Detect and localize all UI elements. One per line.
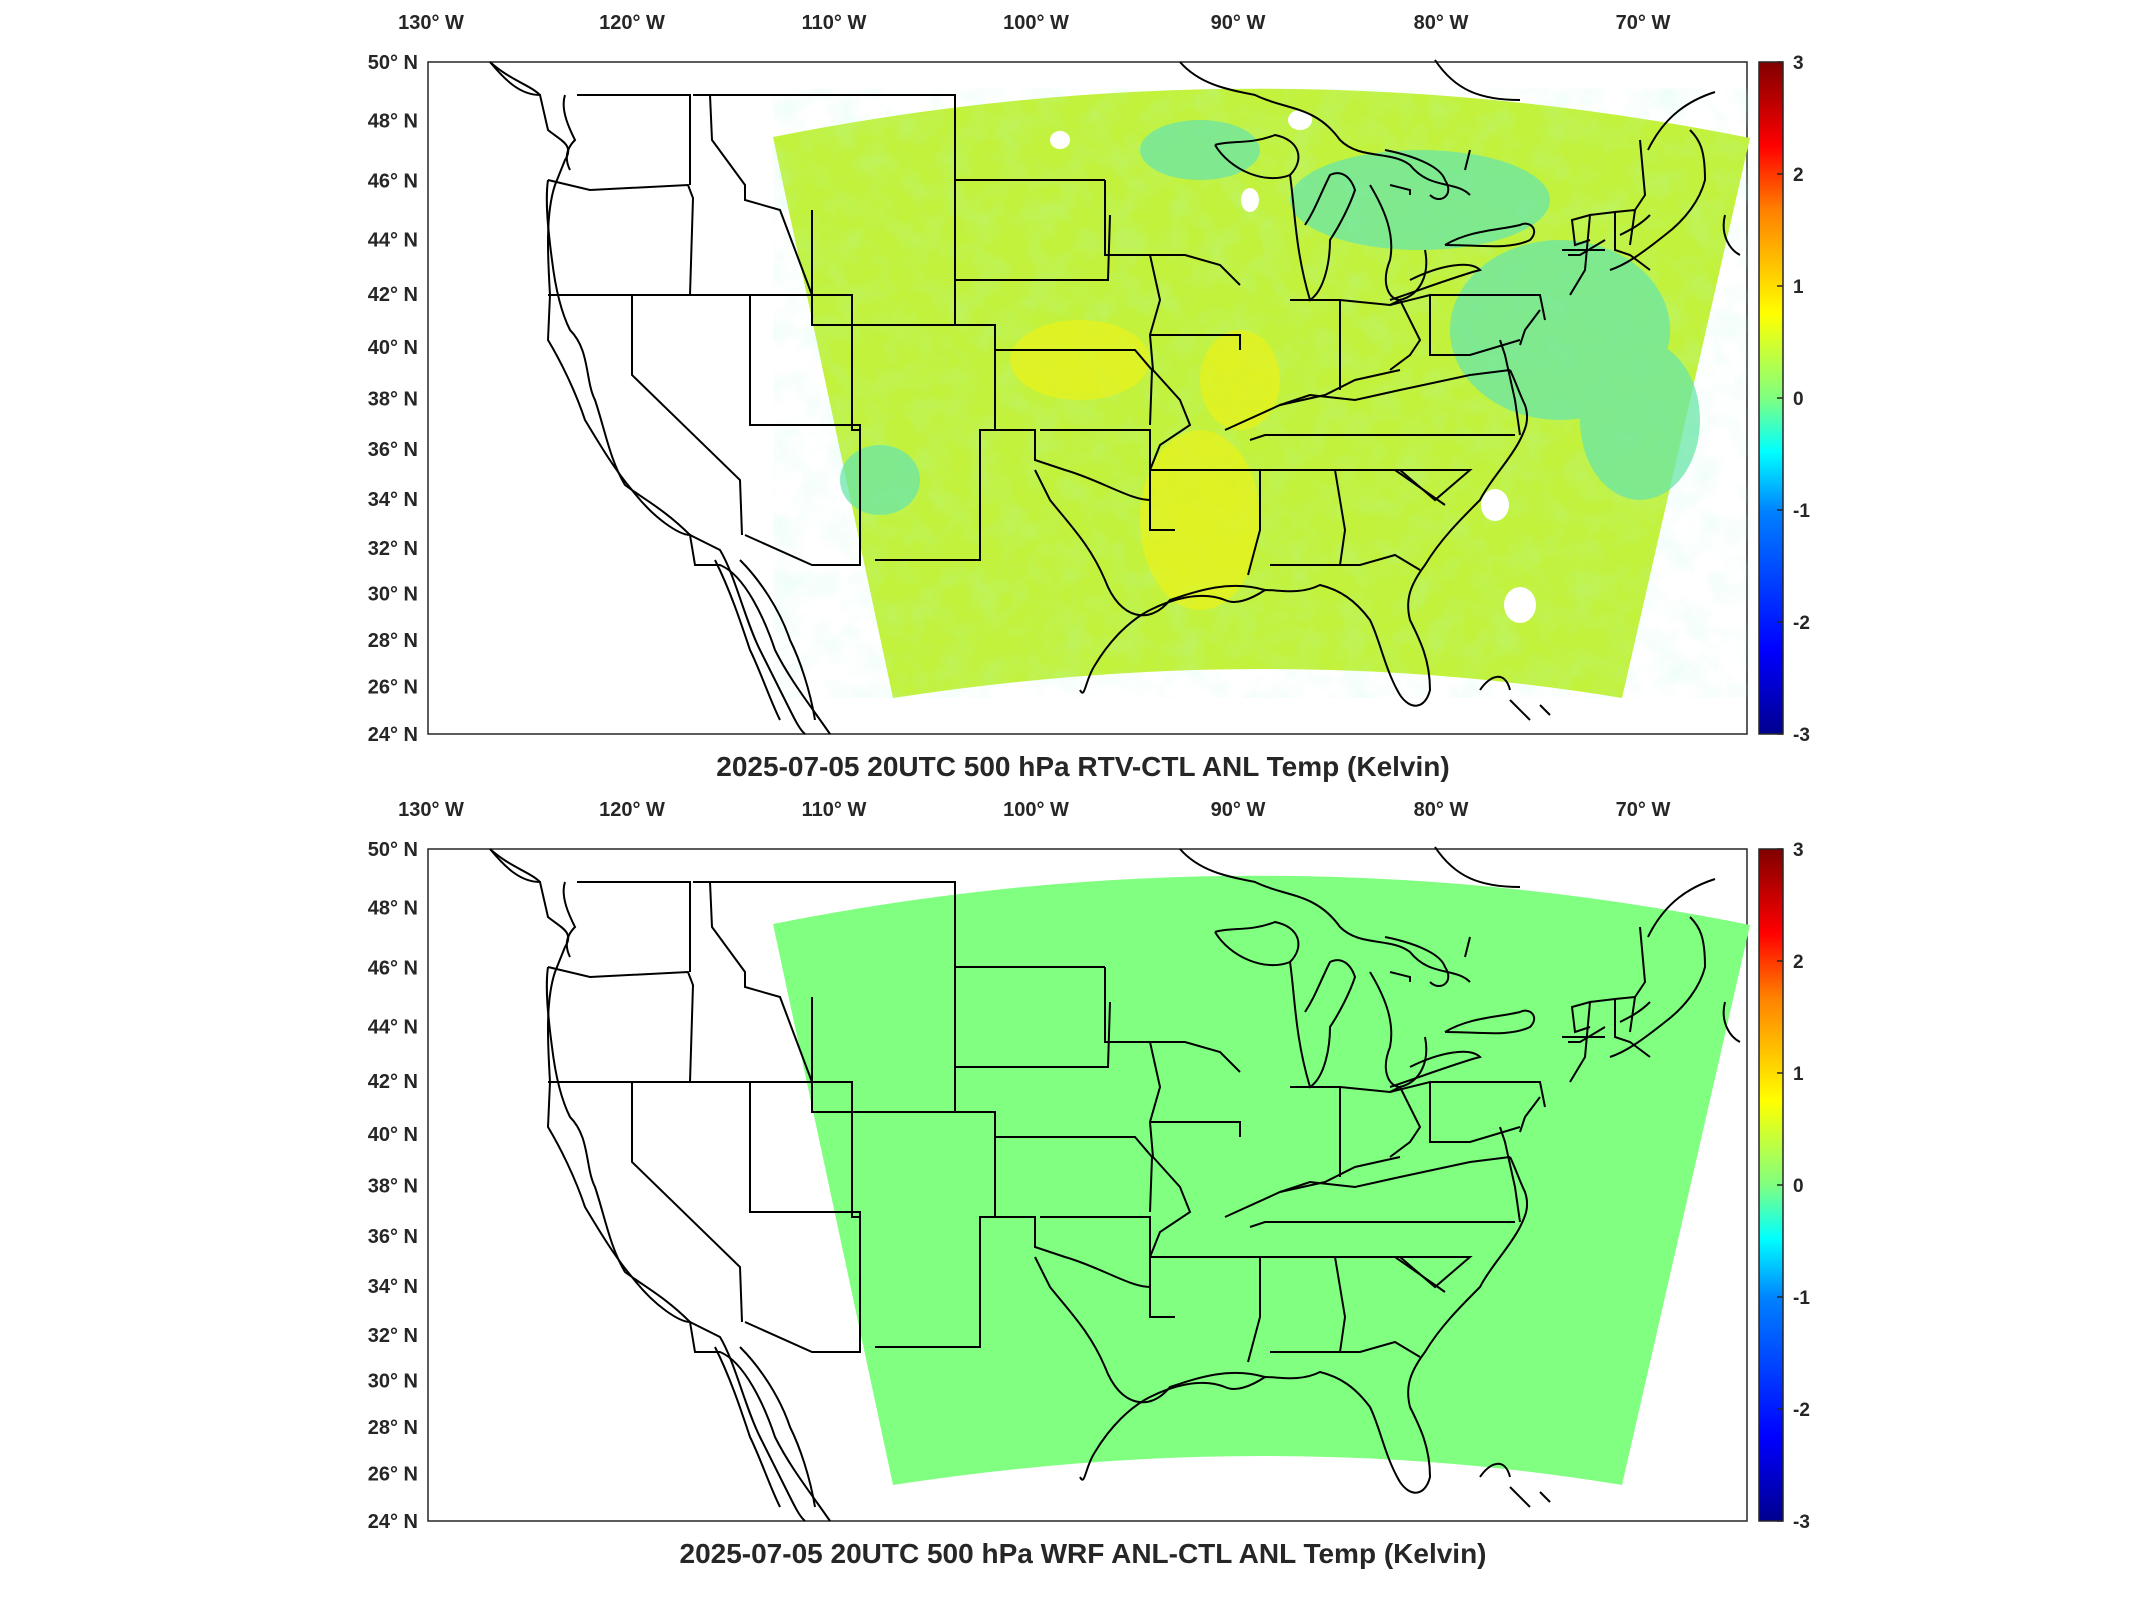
cool-anomaly-patches [840, 120, 1700, 515]
colorbar-tick-label: -2 [1793, 1400, 1810, 1421]
difference-field [773, 875, 1750, 1485]
latitude-label: 24° N [368, 724, 418, 746]
latitude-label: 38° N [368, 1176, 418, 1198]
longitude-label: 80° W [1414, 799, 1469, 821]
latitude-label: 46° N [368, 957, 418, 979]
longitude-label: 90° W [1211, 799, 1266, 821]
colorbar-tick-label: -2 [1793, 613, 1810, 634]
left-latitude-labels: 50° N 48° N 46° N 44° N 42° N 40° N 38° N 36° N… [368, 52, 418, 746]
latitude-label: 30° N [368, 1371, 418, 1393]
latitude-label: 50° N [368, 839, 418, 861]
colorbar-tick-label: 2 [1793, 952, 1804, 973]
latitude-label: 36° N [368, 439, 418, 461]
basemap-copy [489, 846, 1741, 1522]
colorbar-tick-label: -1 [1793, 1288, 1810, 1309]
colorbar-tick-label: 0 [1793, 389, 1804, 410]
map-panel-wrf: 130° W 120° W 110° W 100° W 90° W 80° W 70° W … [368, 799, 1811, 1569]
latitude-label: 26° N [368, 1463, 418, 1485]
longitude-label: 80° W [1414, 12, 1469, 34]
colorbar-tick-label: 0 [1793, 1176, 1804, 1197]
colorbar-tick-label: 3 [1793, 840, 1804, 861]
latitude-label: 40° N [368, 337, 418, 359]
latitude-label: 40° N [368, 1124, 418, 1146]
latitude-label: 44° N [368, 229, 418, 251]
west-coast-outline [489, 848, 816, 1522]
latitude-label: 26° N [368, 676, 418, 698]
colorbar-tick-label: 3 [1793, 53, 1804, 74]
warm-anomaly-patches [1010, 320, 1280, 610]
longitude-label: 70° W [1616, 12, 1671, 34]
colorbar-tick-labels: 3 2 1 0 -1 -2 -3 [1777, 840, 1810, 1533]
latitude-label: 30° N [368, 584, 418, 606]
longitude-label: 100° W [1003, 12, 1069, 34]
latitude-label: 42° N [368, 284, 418, 306]
coastlines-and-lakes [1079, 846, 1741, 1508]
state-boundaries [489, 61, 1651, 735]
latitude-label: 50° N [368, 52, 418, 74]
colorbar-tick-label: -3 [1793, 725, 1810, 746]
longitude-label: 110° W [802, 12, 867, 34]
latitude-label: 38° N [368, 389, 418, 411]
longitude-label: 110° W [802, 799, 867, 821]
panel-title: 2025-07-05 20UTC 500 hPa WRF ANL-CTL ANL… [680, 1538, 1487, 1569]
map-panel-rtv: 130° W 120° W 110° W 100° W 90° W 80° W 70° W … [368, 12, 1811, 782]
panel-title: 2025-07-05 20UTC 500 hPa RTV-CTL ANL Tem… [716, 751, 1449, 782]
latitude-label: 32° N [368, 1325, 418, 1347]
latitude-label: 34° N [368, 489, 418, 511]
longitude-label: 100° W [1003, 799, 1069, 821]
latitude-label: 46° N [368, 170, 418, 192]
longitude-label: 130° W [398, 12, 464, 34]
latitude-label: 42° N [368, 1071, 418, 1093]
latitude-label: 34° N [368, 1276, 418, 1298]
colorbar-tick-label: 2 [1793, 165, 1804, 186]
latitude-label: 48° N [368, 897, 418, 919]
missing-data-patches [1050, 110, 1536, 623]
colorbar-tick-label: 1 [1793, 277, 1804, 298]
latitude-label: 24° N [368, 1511, 418, 1533]
difference-field [773, 88, 1750, 698]
longitude-label: 70° W [1616, 799, 1671, 821]
top-longitude-labels: 130° W 120° W 110° W 100° W 90° W 80° W 70° W [398, 799, 1670, 821]
colorbar-tick-labels: 3 2 1 0 -1 -2 -3 [1777, 53, 1810, 746]
longitude-label: 130° W [398, 799, 464, 821]
latitude-label: 44° N [368, 1016, 418, 1038]
latitude-label: 28° N [368, 630, 418, 652]
colorbar-tick-label: 1 [1793, 1064, 1804, 1085]
longitude-label: 120° W [599, 799, 665, 821]
latitude-label: 28° N [368, 1417, 418, 1439]
colorbar-tick-label: -1 [1793, 501, 1810, 522]
state-boundaries [489, 848, 1651, 1522]
west-coast-outline [489, 61, 816, 735]
coastlines-and-lakes [1079, 59, 1741, 721]
latitude-label: 48° N [368, 110, 418, 132]
colorbar-tick-label: -3 [1793, 1512, 1810, 1533]
latitude-label: 32° N [368, 538, 418, 560]
longitude-label: 120° W [599, 12, 665, 34]
top-longitude-labels: 130° W 120° W 110° W 100° W 90° W 80° W 70° W [398, 12, 1670, 34]
longitude-label: 90° W [1211, 12, 1266, 34]
latitude-label: 36° N [368, 1226, 418, 1248]
left-latitude-labels: 50° N 48° N 46° N 44° N 42° N 40° N 38° N 36° N… [368, 839, 418, 1533]
